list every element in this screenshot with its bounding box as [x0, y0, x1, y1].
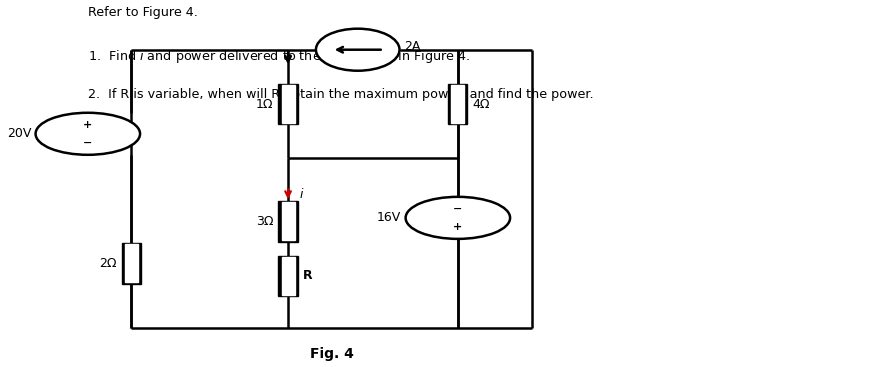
- Text: +: +: [454, 222, 463, 232]
- Text: −: −: [83, 138, 93, 148]
- Text: +: +: [83, 120, 93, 130]
- Text: −: −: [453, 204, 463, 214]
- Polygon shape: [279, 84, 297, 124]
- Text: 1Ω: 1Ω: [255, 98, 273, 110]
- Text: 20V: 20V: [7, 127, 31, 140]
- Circle shape: [405, 197, 510, 239]
- Text: R: R: [303, 269, 313, 282]
- Text: 1.  Find $i$ and power delivered to the 3Ω resistor in Figure 4.: 1. Find $i$ and power delivered to the 3…: [88, 48, 471, 65]
- Polygon shape: [451, 85, 464, 123]
- Polygon shape: [279, 255, 297, 296]
- Polygon shape: [448, 84, 467, 124]
- Text: $i$: $i$: [299, 187, 305, 201]
- Text: 2.  If R is variable, when will R obtain the maximum power, and find the power.: 2. If R is variable, when will R obtain …: [88, 88, 594, 101]
- Text: 2A: 2A: [404, 40, 421, 54]
- Circle shape: [36, 113, 140, 155]
- Polygon shape: [279, 201, 297, 241]
- Text: Fig. 4: Fig. 4: [310, 348, 354, 361]
- Text: 16V: 16V: [377, 211, 401, 224]
- Polygon shape: [281, 257, 295, 295]
- Text: 3Ω: 3Ω: [255, 215, 273, 228]
- Ellipse shape: [316, 29, 399, 71]
- Text: Refer to Figure 4.: Refer to Figure 4.: [88, 6, 197, 19]
- Polygon shape: [125, 244, 138, 282]
- Text: 4Ω: 4Ω: [472, 98, 490, 110]
- Polygon shape: [121, 243, 141, 284]
- Polygon shape: [281, 85, 295, 123]
- Polygon shape: [281, 203, 295, 240]
- Text: 2Ω: 2Ω: [99, 257, 117, 270]
